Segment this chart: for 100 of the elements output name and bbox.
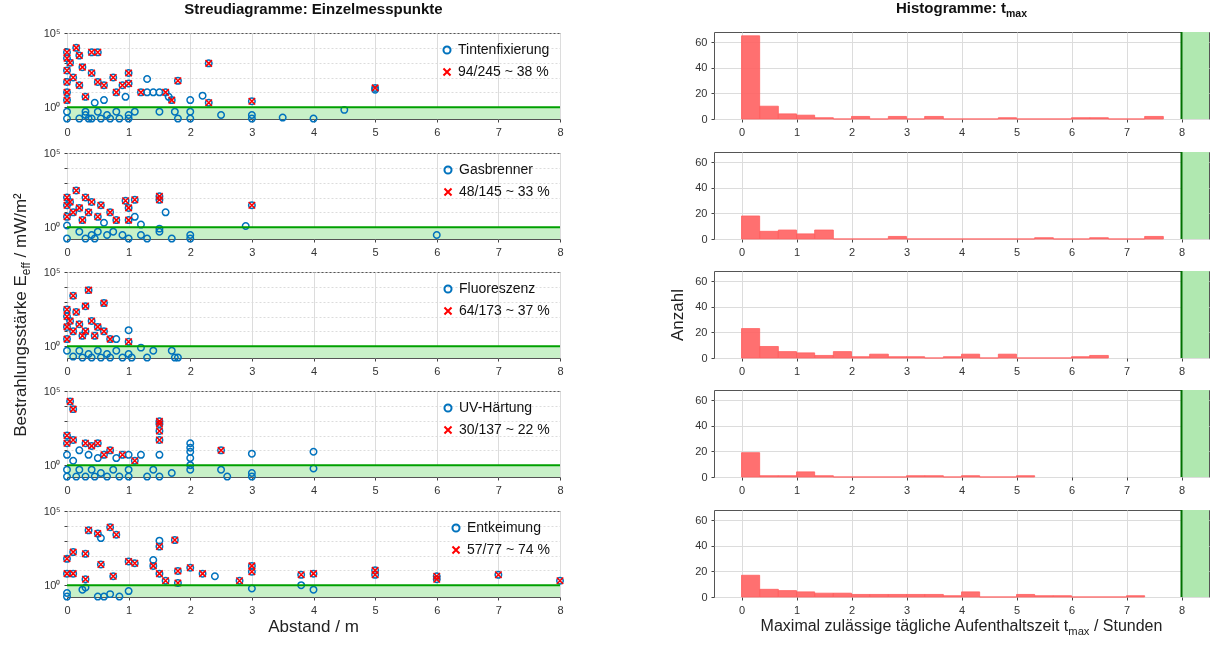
x-tick-label: 2: [187, 245, 194, 258]
legend-label: UV-Härtung: [459, 399, 533, 415]
x-tick-label: 1: [793, 483, 801, 496]
x-tick-label: 7: [1123, 245, 1131, 258]
x-tick-label: 2: [187, 603, 194, 616]
x-tick-label: 3: [903, 483, 911, 496]
y-tick-label: 10⁵: [43, 384, 61, 397]
legend-label: Tintenfixierung: [458, 41, 550, 57]
x-tick-label: 1: [793, 125, 801, 138]
x-tick-label: 2: [848, 245, 856, 258]
x-tick-label: 6: [1068, 245, 1076, 258]
x-tick-label: 1: [126, 125, 133, 138]
y-tick-label: 60: [695, 35, 708, 48]
x-tick-label: 6: [434, 603, 441, 616]
y-tick-label: 10⁵: [43, 265, 61, 278]
x-tick-label: 7: [495, 364, 502, 377]
y-tick-label: 10⁵: [43, 146, 61, 159]
x-tick-label: 2: [187, 483, 194, 496]
x-tick-label: 4: [310, 364, 318, 377]
x-tick-label: 2: [848, 603, 856, 616]
x-tick-label: 0: [64, 125, 71, 138]
x-tick-label: 4: [958, 364, 966, 377]
x-tick-label: 7: [1123, 364, 1131, 377]
legend-label: 94/245 ~ 38 %: [458, 63, 549, 79]
x-tick-label: 3: [903, 245, 911, 258]
y-tick-label: 10⁵: [43, 504, 61, 517]
x-tick-label: 4: [310, 483, 318, 496]
y-tick-label: 20: [695, 86, 708, 99]
x-tick-label: 7: [1123, 125, 1131, 138]
y-tick-label: 10⁰: [44, 458, 61, 471]
y-tick-label: 10⁰: [44, 339, 61, 352]
legend-label: 48/145 ~ 33 %: [459, 183, 550, 199]
chart-title: Streudiagramme: Einzelmesspunkte: [184, 0, 443, 17]
x-tick-label: 0: [64, 483, 71, 496]
y-tick-label: 0: [701, 112, 708, 125]
x-tick-label: 5: [372, 364, 379, 377]
y-tick-label: 60: [695, 513, 708, 526]
x-tick-label: 6: [434, 364, 441, 377]
x-tick-label: 2: [848, 483, 856, 496]
x-tick-label: 0: [738, 245, 746, 258]
x-tick-label: 5: [372, 483, 379, 496]
x-tick-label: 2: [187, 125, 194, 138]
x-tick-label: 0: [738, 125, 746, 138]
x-tick-label: 5: [1013, 603, 1021, 616]
x-tick-label: 8: [557, 483, 564, 496]
x-tick-label: 8: [557, 364, 564, 377]
y-tick-label: 20: [695, 206, 708, 219]
y-tick-label: 10⁵: [43, 26, 61, 39]
x-tick-label: 0: [738, 483, 746, 496]
y-tick-label: 0: [701, 232, 708, 245]
x-tick-label: 4: [958, 245, 966, 258]
x-tick-label: 4: [958, 603, 966, 616]
x-tick-label: 3: [903, 603, 911, 616]
x-tick-label: 6: [434, 483, 441, 496]
x-tick-label: 3: [249, 364, 256, 377]
x-tick-label: 1: [793, 245, 801, 258]
legend-label: 30/137 ~ 22 %: [459, 421, 550, 437]
y-tick-label: 60: [695, 393, 708, 406]
x-tick-label: 8: [1178, 603, 1186, 616]
x-tick-label: 8: [557, 603, 564, 616]
x-tick-label: 2: [848, 125, 856, 138]
x-tick-label: 6: [1068, 364, 1076, 377]
x-tick-label: 7: [495, 245, 502, 258]
x-tick-label: 0: [64, 364, 71, 377]
x-tick-label: 7: [495, 483, 502, 496]
x-tick-label: 4: [310, 125, 318, 138]
chart-title: Histogramme: t$_{max}$: [895, 0, 1028, 19]
x-tick-label: 5: [372, 245, 379, 258]
x-tick-label: 2: [187, 364, 194, 377]
y-tick-label: 0: [701, 351, 708, 364]
y-tick-label: 40: [695, 539, 708, 552]
x-tick-label: 0: [64, 245, 71, 258]
x-tick-label: 1: [126, 364, 133, 377]
x-tick-label: 5: [1013, 364, 1021, 377]
x-tick-label: 5: [372, 125, 379, 138]
x-tick-label: 7: [1123, 603, 1131, 616]
x-axis-title: Abstand / m: [268, 617, 359, 637]
x-tick-label: 1: [126, 483, 133, 496]
x-tick-label: 1: [793, 364, 801, 377]
y-tick-label: 10⁰: [44, 100, 61, 113]
x-tick-label: 7: [495, 603, 502, 616]
y-tick-label: 60: [695, 155, 708, 168]
y-tick-label: 20: [695, 325, 708, 338]
y-tick-label: 40: [695, 61, 708, 74]
x-tick-label: 5: [1013, 245, 1021, 258]
y-tick-label: 0: [701, 470, 708, 483]
legend-label: 64/173 ~ 37 %: [459, 302, 550, 318]
x-tick-label: 8: [1178, 483, 1186, 496]
x-tick-label: 7: [1123, 483, 1131, 496]
x-tick-label: 5: [372, 603, 379, 616]
y-tick-label: 10⁰: [44, 220, 61, 233]
x-tick-label: 6: [1068, 483, 1076, 496]
x-tick-label: 0: [738, 364, 746, 377]
x-tick-label: 4: [958, 125, 966, 138]
x-tick-label: 8: [1178, 245, 1186, 258]
x-tick-label: 5: [1013, 483, 1021, 496]
y-tick-label: 40: [695, 300, 708, 313]
x-tick-label: 1: [126, 245, 133, 258]
x-tick-label: 3: [249, 483, 256, 496]
x-tick-label: 0: [64, 603, 71, 616]
